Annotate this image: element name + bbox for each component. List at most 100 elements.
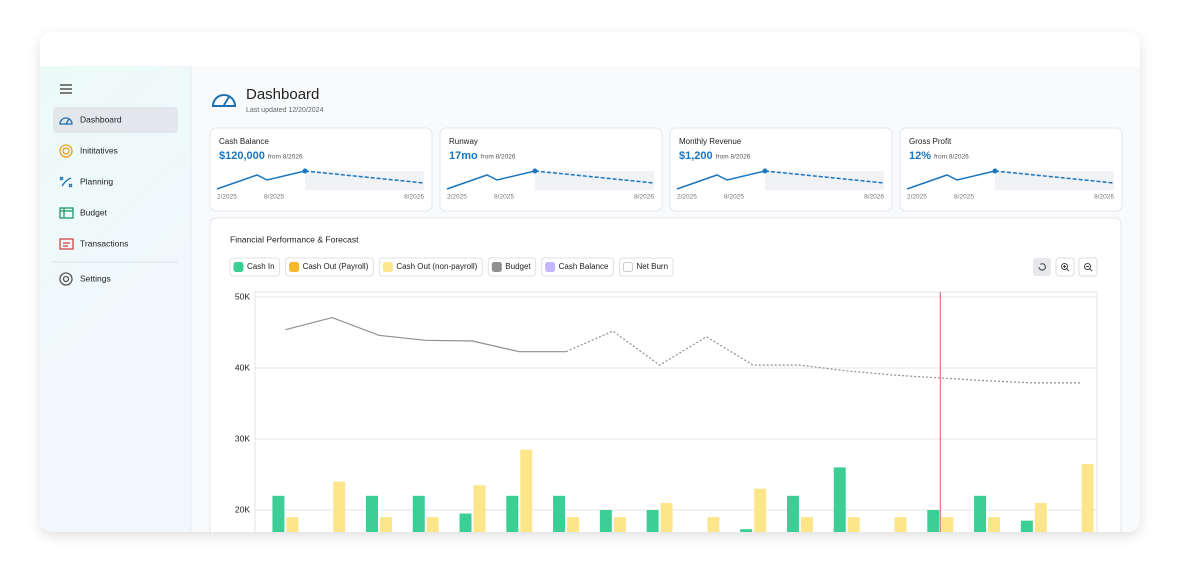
kpi-axis-label: 8/2026 (634, 194, 654, 201)
sparkline-forecast (764, 170, 885, 184)
bar (599, 510, 612, 532)
bar (1020, 520, 1033, 532)
page-title: Dashboard (246, 86, 319, 103)
nav-item[interactable]: Dashboard (80, 114, 122, 124)
forecast-shade (305, 171, 424, 190)
y-tick-label: 30K (235, 433, 250, 443)
sparkline-point (532, 168, 538, 174)
legend-label[interactable]: Cash Out (Payroll) (303, 262, 369, 271)
sparkline-actual (446, 170, 536, 190)
bar (365, 495, 378, 532)
kpi-axis-label: 8/2026 (864, 194, 884, 201)
nav-item[interactable]: Budget (80, 207, 108, 217)
bar (553, 495, 566, 532)
bar (613, 517, 626, 532)
nav-selected (53, 107, 178, 133)
forecast-shade (535, 171, 654, 190)
legend-label[interactable]: Cash In (247, 262, 275, 271)
bar (459, 513, 472, 532)
nav-item[interactable]: Settings (80, 273, 111, 283)
sparkline-point (302, 168, 308, 174)
bar (941, 517, 954, 532)
bar (927, 510, 940, 532)
kpi-value: $1,200 (679, 150, 713, 162)
bar (894, 517, 907, 532)
kpi-label: Gross Profit (909, 137, 952, 146)
bar (646, 510, 659, 532)
nav-item[interactable]: Planning (80, 176, 113, 186)
legend-chip[interactable] (541, 257, 614, 277)
bar (988, 517, 1001, 532)
kpi-axis-label: 8/2025 (264, 194, 284, 201)
legend-chip[interactable] (378, 257, 483, 277)
kpi-label: Monthly Revenue (679, 137, 742, 146)
bar (272, 495, 285, 532)
kpi-value: 17mo (449, 150, 478, 162)
kpi-axis-label: 2/2025 (447, 194, 467, 201)
bar (286, 517, 299, 532)
bar (1034, 502, 1047, 532)
line-actual (285, 316, 567, 353)
bar (740, 529, 753, 532)
kpi-note: from 8/2026 (268, 154, 303, 161)
sparkline-actual (906, 170, 996, 190)
bar (567, 517, 580, 532)
legend-label[interactable]: Net Burn (636, 262, 668, 271)
sparkline-actual (216, 170, 306, 190)
kpi-note: from 8/2026 (716, 154, 751, 161)
bar (754, 488, 767, 532)
chart-tools (1033, 257, 1098, 277)
chart-title: Financial Performance & Forecast (230, 234, 359, 244)
kpi-axis-label: 2/2025 (217, 194, 237, 201)
legend-swatch (622, 262, 633, 272)
bar (1081, 463, 1094, 532)
legend-chip[interactable] (618, 257, 674, 277)
legend-swatch (289, 262, 300, 272)
kpi-axis-label: 8/2025 (954, 194, 974, 201)
kpi-note: from 8/2026 (934, 154, 969, 161)
y-tick-label: 40K (235, 362, 250, 372)
kpi-value: 12% (909, 150, 931, 162)
bar (974, 495, 987, 532)
kpi-axis-label: 2/2025 (907, 194, 927, 201)
bar (473, 485, 486, 532)
bar (847, 517, 860, 532)
bar (426, 517, 439, 532)
sparkline-forecast (534, 170, 655, 184)
bar (379, 517, 392, 532)
reset-button[interactable] (1033, 258, 1051, 276)
kpi-axis-label: 8/2025 (724, 194, 744, 201)
y-tick-label: 20K (235, 504, 250, 514)
legend-label[interactable]: Budget (505, 262, 531, 271)
plot-frame (254, 291, 1098, 532)
kpi-card (439, 127, 663, 212)
legend-chip[interactable] (285, 257, 374, 277)
sparkline-point (762, 168, 768, 174)
kpi-axis-label: 8/2026 (404, 194, 424, 201)
sidebar (40, 66, 191, 532)
window-content: Dashboard Last updated 12/20/2024 Financ… (40, 66, 1140, 532)
line-forecast (565, 330, 1081, 384)
kpi-value: $120,000 (219, 150, 265, 162)
menu-icon[interactable] (60, 84, 72, 94)
y-tick-label: 50K (235, 291, 250, 301)
sparkline-point (992, 168, 998, 174)
legend-swatch (233, 262, 244, 272)
nav-item[interactable]: Inititatives (80, 145, 118, 155)
bar (707, 517, 720, 532)
legend-label[interactable]: Cash Out (non-payroll) (396, 262, 477, 271)
page-subtitle: Last updated 12/20/2024 (246, 107, 324, 114)
kpi-axis-label: 8/2025 (494, 194, 514, 201)
kpi-label: Cash Balance (219, 137, 269, 146)
kpi-card (669, 127, 893, 212)
legend-label[interactable]: Cash Balance (559, 262, 609, 271)
nav-item[interactable]: Transactions (80, 238, 128, 248)
sparkline-actual (676, 170, 766, 190)
kpi-note: from 8/2026 (481, 154, 516, 161)
chart-card (209, 217, 1122, 532)
sparkline-forecast (994, 170, 1115, 184)
bar (660, 502, 673, 532)
legend-swatch (545, 262, 556, 272)
legend-swatch (382, 262, 393, 272)
forecast-shade (765, 171, 884, 190)
